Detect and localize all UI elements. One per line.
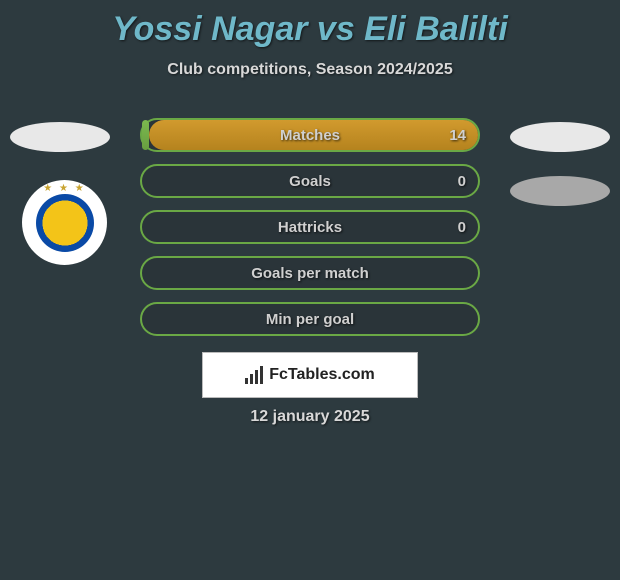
stat-row-min-per-goal: Min per goal bbox=[140, 302, 480, 336]
player-avatar-right bbox=[510, 122, 610, 152]
stat-label: Hattricks bbox=[278, 219, 342, 236]
stat-label: Matches bbox=[280, 127, 340, 144]
stat-row-goals-per-match: Goals per match bbox=[140, 256, 480, 290]
stat-value-right: 14 bbox=[449, 127, 466, 144]
player-avatar-left bbox=[10, 122, 110, 152]
club-stars-icon: ★ ★ ★ bbox=[22, 183, 107, 194]
stat-fill-left bbox=[142, 120, 149, 150]
stat-label: Min per goal bbox=[266, 311, 354, 328]
comparison-subtitle: Club competitions, Season 2024/2025 bbox=[0, 61, 620, 79]
comparison-title: Yossi Nagar vs Eli Balilti bbox=[0, 0, 620, 49]
stats-bars: Matches 14 Goals 0 Hattricks 0 Goals per… bbox=[140, 118, 480, 348]
stat-value-right: 0 bbox=[458, 173, 466, 190]
stat-value-right: 0 bbox=[458, 219, 466, 236]
stat-label: Goals bbox=[289, 173, 331, 190]
stat-row-matches: Matches 14 bbox=[140, 118, 480, 152]
club-crest-icon bbox=[36, 194, 94, 252]
stat-label: Goals per match bbox=[251, 265, 369, 282]
brand-box[interactable]: FcTables.com bbox=[202, 352, 418, 398]
club-avatar-right bbox=[510, 176, 610, 206]
stat-row-goals: Goals 0 bbox=[140, 164, 480, 198]
brand-text: FcTables.com bbox=[269, 366, 375, 384]
stat-row-hattricks: Hattricks 0 bbox=[140, 210, 480, 244]
bar-chart-icon bbox=[245, 366, 263, 384]
club-badge-left: ★ ★ ★ bbox=[22, 180, 107, 265]
comparison-date: 12 january 2025 bbox=[0, 408, 620, 426]
